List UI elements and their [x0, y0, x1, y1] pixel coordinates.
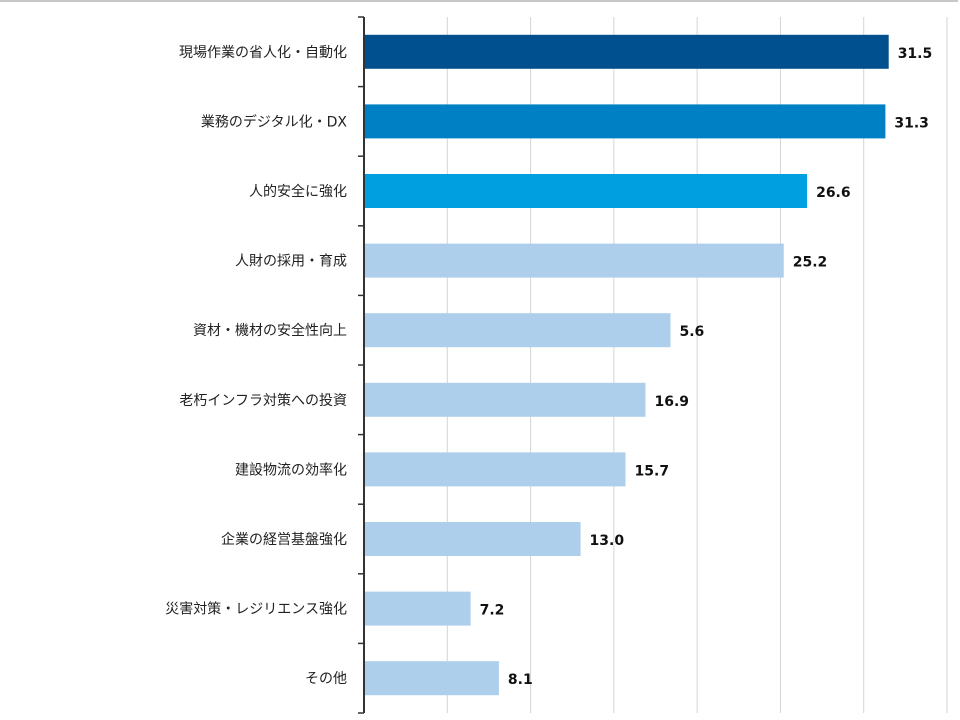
data-label: 31.5: [898, 46, 933, 62]
bar: [364, 34, 889, 69]
category-label: 現場作業の省人化・自動化: [179, 45, 347, 61]
category-label: 老朽インフラ対策への投資: [179, 392, 347, 409]
data-label: 5.6: [679, 324, 704, 340]
data-label: 8.1: [508, 672, 533, 688]
category-label: 人的安全に強化: [249, 183, 347, 200]
category-label: 資材・機材の安全性向上: [193, 322, 347, 339]
data-label: 26.6: [816, 185, 851, 201]
data-label: 25.2: [793, 255, 828, 271]
data-label: 31.3: [894, 115, 929, 131]
bar: [364, 661, 499, 696]
category-label: 業務のデジタル化・DX: [201, 113, 347, 130]
bar: [364, 591, 471, 626]
bar: [364, 104, 886, 139]
data-label: 16.9: [655, 394, 690, 410]
category-label: その他: [305, 671, 347, 687]
bar: [364, 243, 784, 278]
bar: [364, 452, 626, 487]
category-label: 人財の採用・育成: [235, 254, 347, 270]
bar: [364, 522, 581, 556]
data-label: 13.0: [590, 533, 625, 549]
bar: [364, 313, 671, 348]
bar: [364, 382, 646, 417]
data-label: 15.7: [635, 463, 670, 479]
bar: [364, 174, 808, 208]
category-label: 建設物流の効率化: [235, 461, 347, 478]
category-label: 災害対策・レジリエンス強化: [165, 601, 347, 618]
data-label: 7.2: [480, 603, 505, 619]
category-label: 企業の経営基盤強化: [221, 531, 347, 548]
